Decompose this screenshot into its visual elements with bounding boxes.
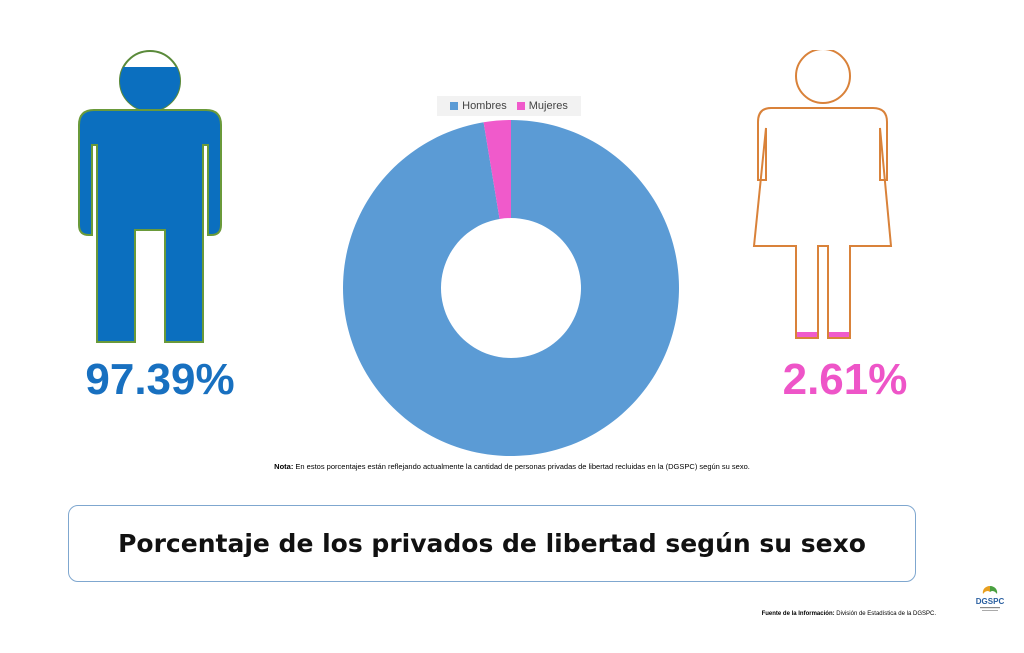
chart-note: Nota: En estos porcentajes están refleja… bbox=[0, 462, 1024, 471]
note-label: Nota: bbox=[274, 462, 294, 471]
woman-head bbox=[795, 50, 851, 104]
legend-swatch-mujeres bbox=[516, 102, 525, 110]
source-label: Fuente de la Información: bbox=[761, 611, 835, 617]
man-figure-icon bbox=[78, 50, 222, 343]
women-percentage: 2.61% bbox=[782, 355, 908, 404]
source-text: División de Estadística de la DGSPC. bbox=[834, 611, 936, 617]
legend-label-hombres: Hombres bbox=[462, 100, 507, 112]
donut-slice-mujeres bbox=[483, 120, 511, 219]
legend-label-mujeres: Mujeres bbox=[528, 100, 568, 112]
man-body bbox=[78, 109, 222, 343]
legend-item-hombres: Hombres bbox=[450, 100, 507, 112]
donut-chart bbox=[343, 120, 679, 456]
men-percentage: 97.39% bbox=[85, 355, 235, 404]
legend-item-mujeres: Mujeres bbox=[516, 100, 568, 112]
chart-title: Porcentaje de los privados de libertad s… bbox=[118, 529, 866, 558]
legend-swatch-hombres bbox=[450, 102, 459, 110]
woman-figure-icon bbox=[752, 50, 893, 339]
source-note: Fuente de la Información: División de Es… bbox=[762, 611, 936, 617]
title-box: Porcentaje de los privados de libertad s… bbox=[68, 505, 916, 582]
donut-slice-hombres bbox=[343, 120, 679, 456]
woman-body bbox=[752, 107, 893, 339]
logo-text: DGSPC bbox=[976, 597, 1005, 606]
note-text: En estos porcentajes están reflejando ac… bbox=[293, 462, 750, 471]
chart-legend: Hombres Mujeres bbox=[437, 96, 581, 116]
dgspc-logo-icon: DGSPC bbox=[976, 586, 1005, 611]
